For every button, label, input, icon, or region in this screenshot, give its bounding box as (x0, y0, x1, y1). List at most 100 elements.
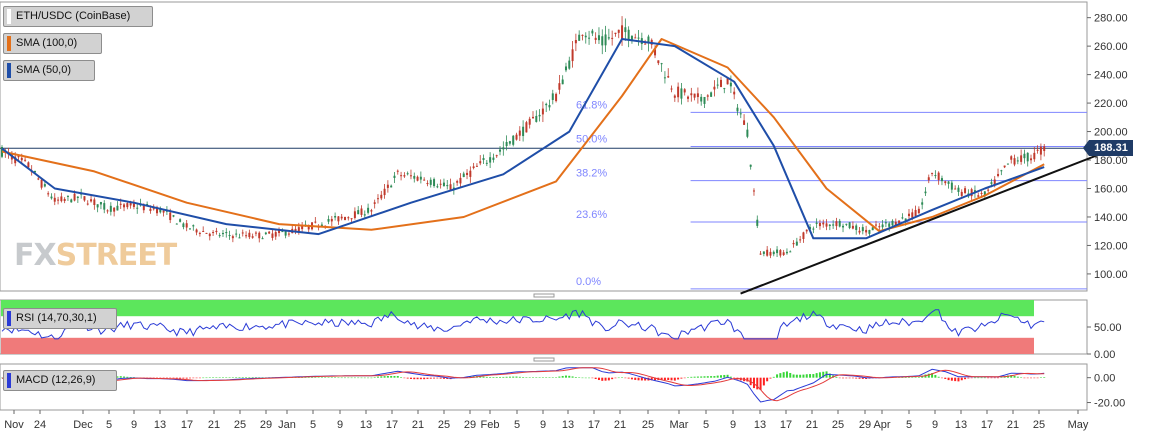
macd-histogram-bar (746, 377, 749, 382)
macd-histogram-bar (538, 377, 541, 378)
macd-histogram-bar (901, 377, 904, 378)
candle-body (307, 225, 310, 230)
candle-body (485, 162, 488, 164)
candle-body (555, 93, 558, 102)
legend-swatch (7, 9, 11, 24)
candle-body (376, 198, 379, 200)
macd-histogram-bar (212, 377, 215, 378)
candle-body (739, 113, 742, 115)
candle-body (426, 183, 429, 185)
macd-histogram-bar (993, 377, 996, 379)
candle-body (17, 156, 20, 158)
macd-histogram-bar (578, 377, 581, 378)
candle-body (964, 188, 967, 194)
candle-body (723, 88, 726, 90)
legend-macd[interactable]: MACD (12,26,9) (3, 370, 117, 391)
candle-body (726, 77, 729, 85)
candle-body (57, 199, 60, 201)
candle-body (571, 49, 574, 62)
candle-body (789, 251, 792, 253)
candle-body (215, 230, 218, 233)
candle-body (637, 37, 640, 39)
price-tick-label: 220.00 (1094, 98, 1128, 110)
candle-body (634, 37, 637, 39)
candle-body (409, 175, 412, 177)
candle-body (271, 233, 274, 238)
candle-body (792, 242, 795, 245)
candle-body (716, 84, 719, 86)
candle-body (617, 29, 620, 33)
candle-body (535, 115, 538, 122)
candle-body (769, 251, 772, 256)
candle-body (614, 32, 617, 34)
legend-sma50[interactable]: SMA (50,0) (3, 60, 95, 81)
macd-histogram-bar (1043, 377, 1046, 378)
candle-body (947, 181, 950, 184)
candle-body (129, 202, 132, 206)
candle-body (670, 88, 673, 90)
candle-body (76, 196, 79, 198)
candle-body (825, 223, 828, 227)
macd-histogram-bar (403, 377, 406, 379)
candle-body (667, 76, 670, 78)
macd-histogram-bar (650, 377, 653, 381)
candle-body (888, 223, 891, 227)
candle-body (713, 86, 716, 90)
macd-histogram-bar (710, 376, 713, 378)
macd-histogram-bar (413, 377, 416, 380)
candle-body (505, 142, 508, 147)
macd-histogram-bar (545, 377, 548, 378)
legend-rsi[interactable]: RSI (14,70,30,1) (3, 308, 117, 329)
candle-body (518, 130, 521, 136)
candle-body (353, 211, 356, 218)
candle-body (594, 37, 597, 40)
candle-body (241, 232, 244, 234)
time-axis-label: 25 (1033, 419, 1045, 431)
candle-body (875, 224, 878, 226)
candle-body (142, 205, 145, 211)
candle-body (472, 166, 475, 169)
macd-histogram-bar (502, 376, 505, 378)
macd-histogram-bar (690, 376, 693, 378)
candle-body (977, 195, 980, 197)
macd-histogram-bar (617, 377, 620, 379)
candle-body (756, 219, 759, 226)
candle-body (1016, 160, 1019, 162)
candle-body (429, 179, 432, 185)
candle-body (845, 223, 848, 225)
macd-histogram-bar (802, 374, 805, 378)
candle-body (238, 237, 241, 239)
candle-body (172, 215, 175, 217)
legend-pair[interactable]: ETH/USDC (CoinBase) (3, 6, 153, 27)
candle-body (499, 149, 502, 152)
macd-histogram-bar (324, 377, 327, 378)
macd-histogram-bar (489, 377, 492, 378)
candle-body (456, 181, 459, 183)
candle-body (927, 177, 930, 181)
candle-body (370, 210, 373, 212)
macd-histogram-bar (156, 377, 159, 379)
time-axis-label: 13 (360, 419, 372, 431)
macd-histogram-bar (1039, 377, 1042, 378)
candle-body (647, 36, 650, 43)
macd-histogram-bar (713, 376, 716, 378)
macd-histogram-bar (522, 377, 525, 378)
macd-histogram-bar (957, 377, 960, 382)
macd-histogram-bar (499, 376, 502, 378)
macd-histogram-bar (733, 377, 736, 379)
price-tick-label: 180.00 (1094, 155, 1128, 167)
macd-histogram-bar (433, 377, 436, 379)
macd-histogram-bar (185, 377, 188, 379)
candle-body (37, 178, 40, 180)
macd-histogram-bar (446, 377, 449, 380)
legend-sma100[interactable]: SMA (100,0) (3, 33, 102, 54)
macd-histogram-bar (670, 377, 673, 381)
macd-histogram-bar (225, 377, 228, 378)
candle-body (169, 212, 172, 221)
candle-body (644, 43, 647, 45)
macd-histogram-bar (221, 377, 224, 378)
macd-histogram-bar (429, 377, 432, 379)
macd-histogram-bar (495, 376, 498, 378)
candle-body (1000, 170, 1003, 172)
